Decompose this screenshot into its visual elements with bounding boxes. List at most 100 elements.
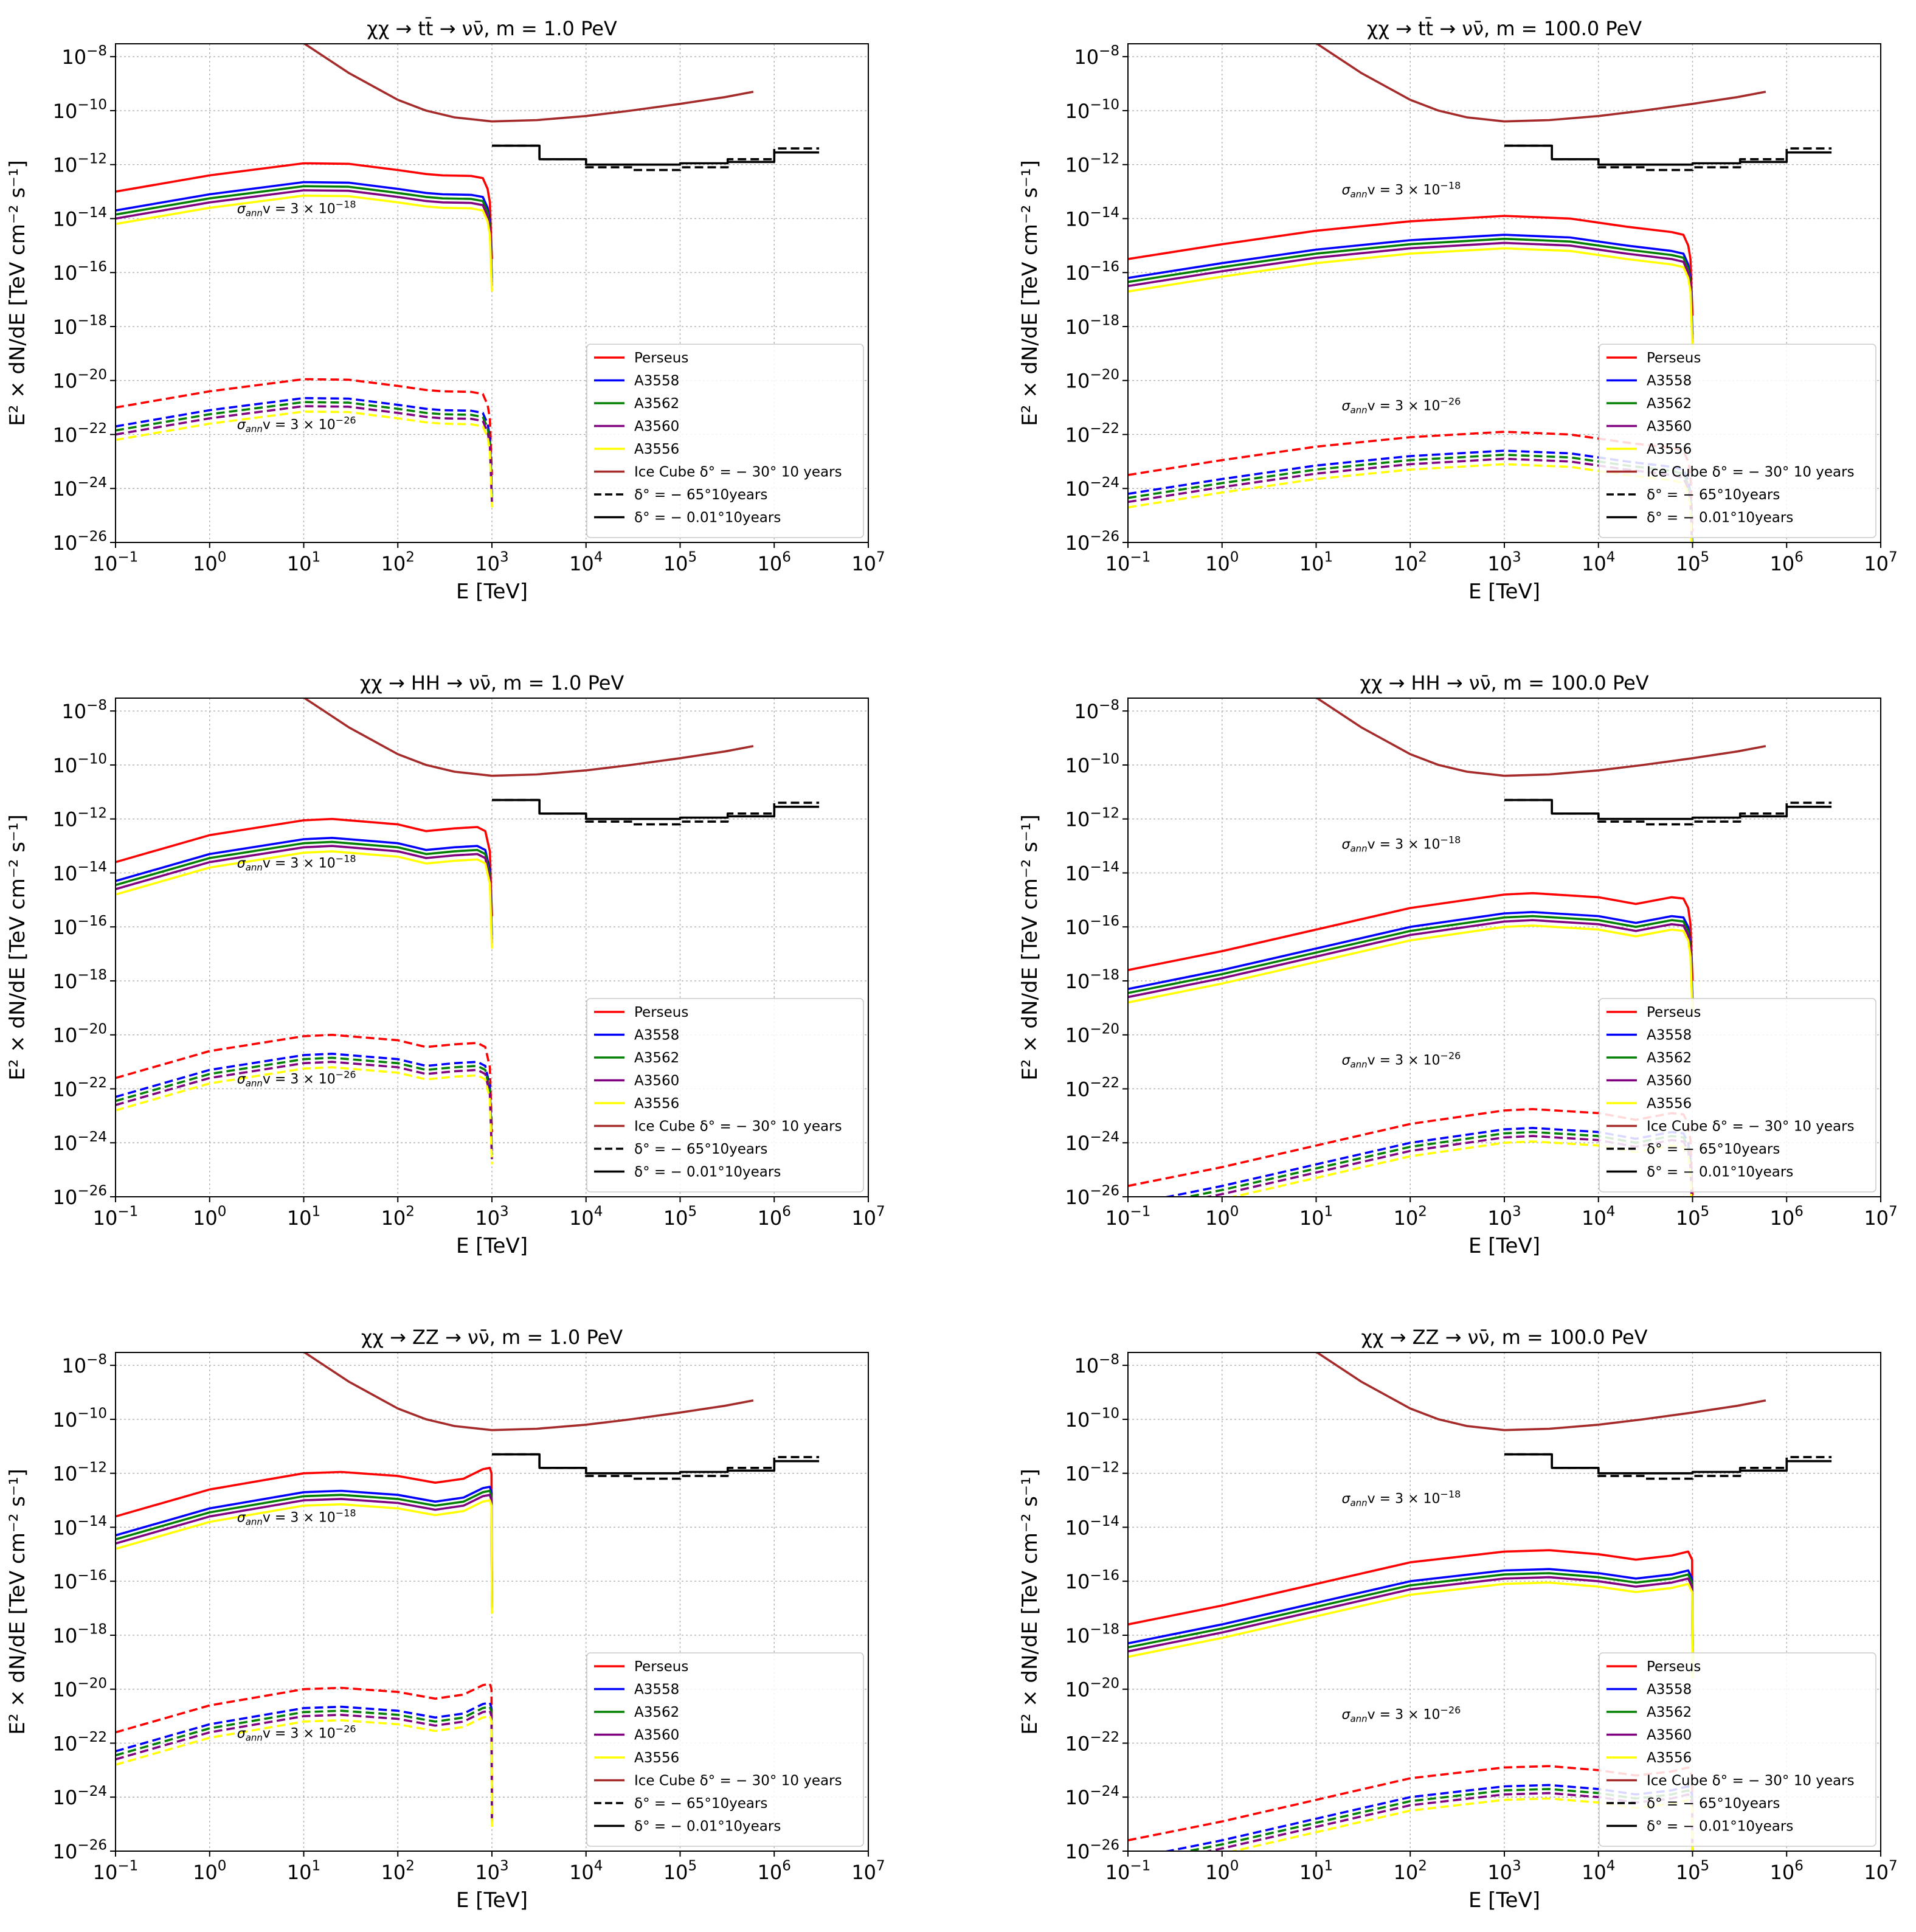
x-tick-label: 102 xyxy=(381,550,415,575)
x-tick-label-exp: 0 xyxy=(1230,550,1239,566)
legend-label-2: A3558 xyxy=(634,1682,679,1698)
y-tick-label-exp: −20 xyxy=(77,1021,107,1037)
legend-label-5: A3556 xyxy=(1647,441,1692,457)
y-tick-label-base: 10 xyxy=(53,1786,78,1809)
series-line-a3556-3e-18 xyxy=(1128,1581,1694,1679)
y-tick-label-exp: −18 xyxy=(77,313,107,329)
y-tick-label-exp: −8 xyxy=(1099,698,1119,713)
series-line-a3558-3e-26 xyxy=(116,1702,493,1816)
y-tick-label: 10−22 xyxy=(1065,421,1119,446)
x-tick-label-base: 10 xyxy=(851,552,876,575)
series-group xyxy=(1128,44,1832,542)
x-tick-label-exp: 1 xyxy=(312,550,321,566)
sigma-exponent: −26 xyxy=(336,415,356,426)
series-group xyxy=(116,44,820,508)
x-axis-label: E [TeV] xyxy=(456,1888,528,1913)
sigma-subscript: ann xyxy=(246,1517,263,1528)
y-tick-label-exp: −22 xyxy=(77,1075,107,1091)
y-tick-label: 10−26 xyxy=(53,1838,107,1863)
y-tick-label: 10−10 xyxy=(53,1406,107,1432)
legend-label-2: A3558 xyxy=(634,373,679,389)
x-tick-label-base: 10 xyxy=(569,1207,594,1230)
x-tick-label-exp: 1 xyxy=(1324,1858,1333,1874)
series-line-a3562-3e-26 xyxy=(1183,1788,1694,1851)
x-tick-label-exp: 2 xyxy=(406,1858,415,1874)
sigma-exponent: −26 xyxy=(1440,396,1461,407)
x-axis-label: E [TeV] xyxy=(456,1234,528,1258)
sigma-value: v = 3 × 10 xyxy=(263,1072,336,1087)
y-tick-label-base: 10 xyxy=(53,1132,78,1155)
legend-label-7: δ° = − 65°10years xyxy=(634,1141,767,1157)
legend-label-5: A3556 xyxy=(634,441,679,457)
y-tick-label-base: 10 xyxy=(1074,46,1099,69)
x-tick-label-exp: 3 xyxy=(500,1858,509,1874)
legend-box xyxy=(586,344,864,538)
x-tick-label-exp: 2 xyxy=(1418,1204,1427,1220)
y-tick-label-exp: −8 xyxy=(86,1352,107,1368)
series-line-a3560-3e-18 xyxy=(1128,1576,1694,1674)
y-tick-label: 10−12 xyxy=(1065,805,1119,831)
x-tick-label-base: 10 xyxy=(1105,552,1130,575)
y-tick-label: 10−14 xyxy=(53,859,107,885)
x-tick-label-exp: 6 xyxy=(1794,1204,1804,1220)
y-tick-label-base: 10 xyxy=(1074,1354,1099,1377)
x-tick-label-exp: 6 xyxy=(782,550,791,566)
y-tick-label-exp: −16 xyxy=(77,913,107,929)
y-tick-label-base: 10 xyxy=(1065,1186,1090,1209)
y-tick-label: 10−20 xyxy=(53,1675,107,1701)
y-tick-label-exp: −14 xyxy=(77,1514,107,1529)
x-tick-label: 100 xyxy=(1205,550,1239,575)
legend-label-8: δ° = − 0.01°10years xyxy=(634,510,781,526)
y-axis-label: E² × dN/dE [TeV cm⁻² s⁻¹] xyxy=(5,160,30,426)
y-tick-label-base: 10 xyxy=(1065,1732,1090,1755)
x-tick-label-base: 10 xyxy=(569,1861,594,1884)
y-tick-label-exp: −18 xyxy=(77,968,107,983)
y-tick-label-base: 10 xyxy=(1065,1024,1090,1047)
x-tick-label-exp: 5 xyxy=(688,1858,697,1874)
y-tick-label-base: 10 xyxy=(1065,423,1090,446)
series-line-perseus-3e-26 xyxy=(116,378,493,476)
sigma-symbol: σ xyxy=(1342,837,1351,853)
y-tick-label: 10−26 xyxy=(1065,1183,1119,1209)
legend-label-3: A3562 xyxy=(1647,396,1692,412)
y-tick-label-exp: −24 xyxy=(77,1129,107,1145)
x-tick-label: 104 xyxy=(1582,1858,1615,1884)
y-tick-label-exp: −16 xyxy=(77,1568,107,1584)
x-tick-label: 106 xyxy=(1770,1204,1804,1230)
y-tick-label: 10−22 xyxy=(53,1075,107,1101)
x-tick-label-base: 10 xyxy=(1394,552,1419,575)
x-tick-label: 10−1 xyxy=(1105,550,1151,575)
x-tick-label-exp: 7 xyxy=(1889,1858,1898,1874)
y-tick-label: 10−26 xyxy=(1065,529,1119,555)
legend: Perseus A3558 A3562 A3560 A3556 Ice Cube δ° =… xyxy=(586,344,864,538)
y-tick-label: 10−24 xyxy=(53,475,107,500)
chart-panel-6: 10−1 100 101 102 103 104 105 106 10710−2610−2410… xyxy=(1018,1326,1898,1913)
y-tick-label: 10−22 xyxy=(53,1729,107,1755)
series-line-a3558-3e-18 xyxy=(116,1486,493,1601)
chart-title: χχ → ZZ → νν̄, m = 1.0 PeV xyxy=(361,1326,623,1349)
sigma-subscript: ann xyxy=(246,1078,263,1089)
sigma-exponent: −26 xyxy=(1440,1705,1461,1716)
y-tick-label: 10−12 xyxy=(1065,1459,1119,1485)
y-tick-label-exp: −18 xyxy=(1090,313,1119,329)
series-line-a3560-3e-26 xyxy=(1128,457,1693,542)
y-tick-label: 10−20 xyxy=(1065,1021,1119,1047)
chart-panel-3: 10−1 100 101 102 103 104 105 106 10710−2610−2410… xyxy=(5,671,885,1258)
x-tick-label: 105 xyxy=(1676,1204,1709,1230)
x-tick-label: 106 xyxy=(758,550,791,575)
y-tick-label: 10−10 xyxy=(53,97,107,123)
y-tick-label-base: 10 xyxy=(1065,316,1090,339)
y-tick-label-base: 10 xyxy=(1065,1408,1090,1432)
series-line-a3562-3e-26 xyxy=(116,1056,493,1155)
legend-label-6: Ice Cube δ° = − 30° 10 years xyxy=(634,1773,842,1789)
y-tick-label-base: 10 xyxy=(1065,154,1090,177)
x-tick-label: 105 xyxy=(663,1204,697,1230)
y-tick-label-base: 10 xyxy=(1065,1678,1090,1702)
x-tick-label: 10−1 xyxy=(1105,1858,1151,1884)
legend-label-6: Ice Cube δ° = − 30° 10 years xyxy=(634,1119,842,1135)
y-tick-label-exp: −12 xyxy=(77,151,107,167)
legend: Perseus A3558 A3562 A3560 A3556 Ice Cube δ° =… xyxy=(1599,344,1876,538)
legend-box xyxy=(1599,998,1876,1193)
